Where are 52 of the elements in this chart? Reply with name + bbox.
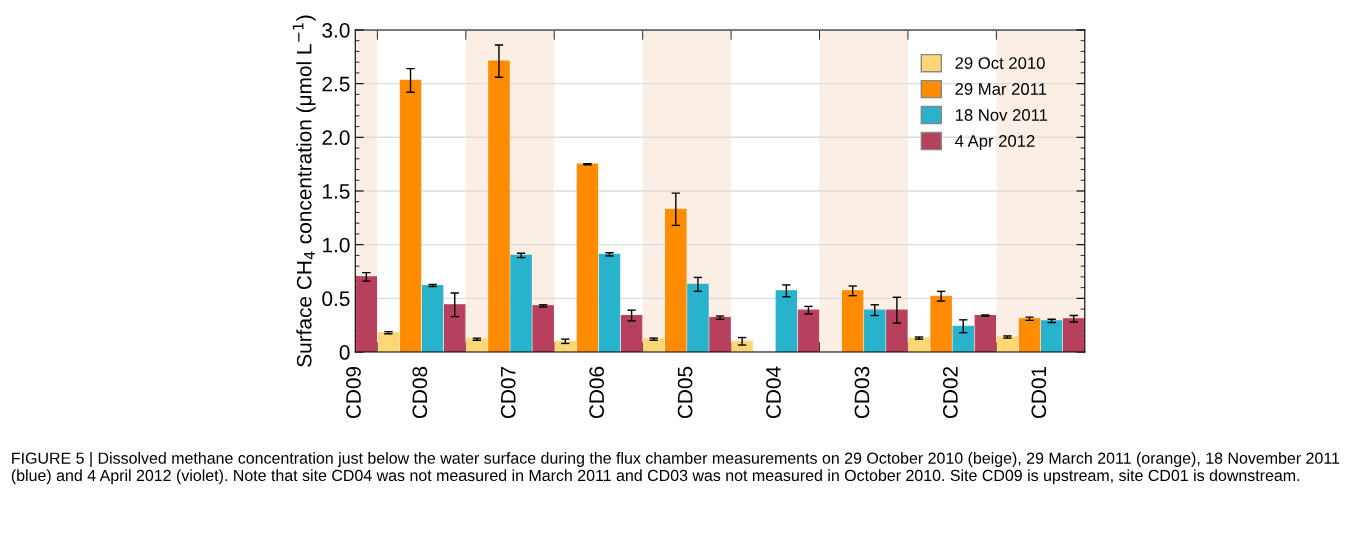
legend-label: 4 Apr 2012	[955, 135, 1035, 151]
x-tick-label: CD06	[589, 366, 605, 419]
bar	[532, 305, 554, 353]
bar	[1063, 318, 1085, 353]
bar	[510, 254, 532, 353]
legend-label: 18 Nov 2011	[955, 109, 1048, 121]
bar	[864, 309, 886, 353]
bar	[709, 317, 731, 353]
bar	[598, 253, 621, 353]
bar	[908, 337, 930, 353]
bar	[576, 163, 599, 353]
bar	[421, 284, 444, 353]
x-tick-label: CD04	[766, 366, 781, 419]
bar	[488, 60, 510, 353]
bar	[775, 290, 798, 353]
bar	[841, 290, 864, 353]
y-axis-title: Surface CH$_{4}$ concentration (μmol L$^{−1}$)	[292, 15, 316, 367]
y-tick-label: 0.5	[322, 291, 350, 307]
x-tick-label: CD09	[346, 366, 361, 419]
bar	[620, 314, 643, 353]
bar	[886, 309, 908, 353]
y-tick-label: 2.0	[322, 130, 350, 146]
bar	[996, 336, 1019, 353]
caption: FIGURE 5 | Dissolved methane concentration just below the water surface during the flux chamber measurements on 29 October 2010 (beige), 29 March 2011 (orange), 18 November 2011 (blue) and 4 April 2012 (violet). Note that site CD04 was not measured in March 2011 and CD03 was not measured in October 2010. Site CD09 is upstream, site CD01 is downstream.	[11, 452, 1340, 485]
y-tick-label: 2.5	[322, 76, 350, 92]
bar	[974, 314, 997, 353]
bar	[687, 283, 709, 353]
x-tick-label: CD02	[943, 366, 958, 419]
bar	[1018, 318, 1041, 353]
x-tick-label: CD08	[412, 366, 428, 419]
bar	[554, 340, 577, 353]
bar	[1040, 320, 1063, 353]
bar	[930, 295, 952, 353]
x-tick-label: CD01	[1031, 366, 1047, 419]
x-tick-label: CD03	[854, 366, 870, 419]
x-tick-label: CD07	[500, 366, 516, 419]
bar	[399, 79, 422, 353]
y-tick-label: 1.0	[323, 237, 350, 253]
bar	[466, 338, 488, 353]
bar	[377, 332, 400, 353]
y-tick-label: 3.0	[322, 22, 350, 38]
y-tick-label: 1.5	[323, 184, 350, 199]
bar	[642, 338, 665, 353]
bar	[952, 325, 974, 353]
legend-label: 29 Mar 2011	[955, 83, 1047, 95]
bar	[665, 208, 687, 353]
bar	[797, 309, 820, 353]
legend-label: 29 Oct 2010	[955, 57, 1045, 69]
y-tick-label: 0	[339, 345, 350, 360]
x-tick-label: CD05	[677, 366, 693, 419]
bar	[355, 276, 378, 353]
bar	[444, 304, 466, 353]
